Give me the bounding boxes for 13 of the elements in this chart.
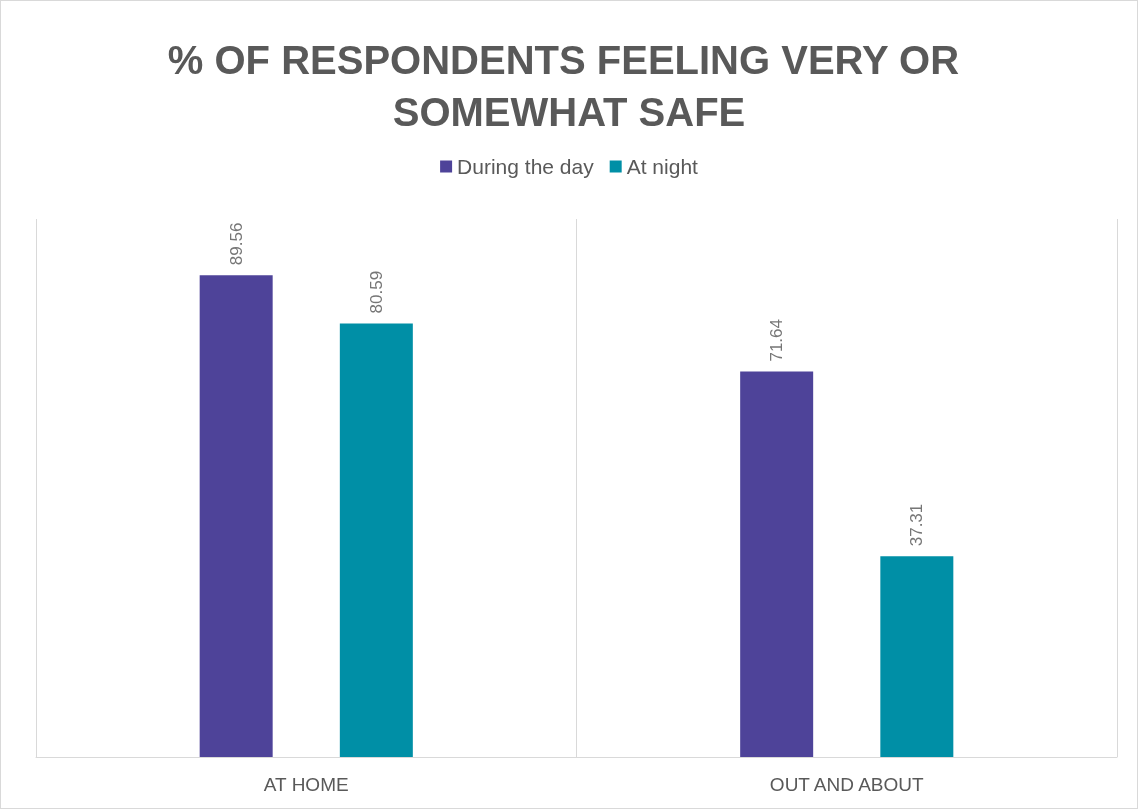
chart-title: % OF RESPONDENTS FEELING VERY OR SOMEWHAT SAFE [167,38,971,134]
x-tick-label: AT HOME [263,774,349,795]
data-label: 80.59 [366,270,386,314]
legend-label: During the day [457,155,595,178]
bar [740,371,814,757]
bar [199,275,273,757]
data-label: 71.64 [767,319,787,362]
data-label: 37.31 [907,503,927,547]
bar [880,556,954,757]
x-tick-label: OUT AND ABOUT [769,774,925,795]
bar [339,323,413,757]
data-label: 89.56 [226,222,246,266]
legend-label: At night [626,155,699,178]
